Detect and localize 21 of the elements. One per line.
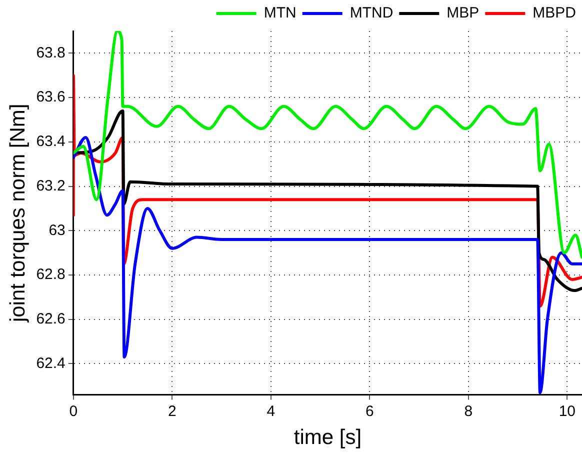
line-series <box>73 31 582 259</box>
legend-label: MTN <box>264 4 296 22</box>
x-axis-title: time [s] <box>294 426 362 450</box>
legend-label: MTND <box>350 4 394 22</box>
y-tick-label: 62.6 <box>36 310 66 328</box>
legend-label: MBP <box>446 4 480 22</box>
y-tick-label: 63.2 <box>36 177 66 194</box>
x-tick-label: 0 <box>69 402 78 420</box>
y-axis-title: joint torques norm [Nm] <box>6 104 30 324</box>
y-tick-label: 63.8 <box>36 44 66 62</box>
y-tick-label: 62.8 <box>36 266 66 284</box>
y-tick-label: 63.4 <box>36 133 66 150</box>
y-tick-label: 63.6 <box>36 88 66 106</box>
x-tick-label: 10 <box>558 402 576 420</box>
x-tick-label: 2 <box>168 402 176 420</box>
x-tick-label: 8 <box>464 402 473 420</box>
x-tick-label: 6 <box>366 402 374 420</box>
legend-label: MBPD <box>532 4 576 22</box>
y-tick-label: 62.4 <box>36 354 66 372</box>
y-tick-label: 63 <box>48 222 66 239</box>
x-tick-label: 4 <box>266 402 276 420</box>
